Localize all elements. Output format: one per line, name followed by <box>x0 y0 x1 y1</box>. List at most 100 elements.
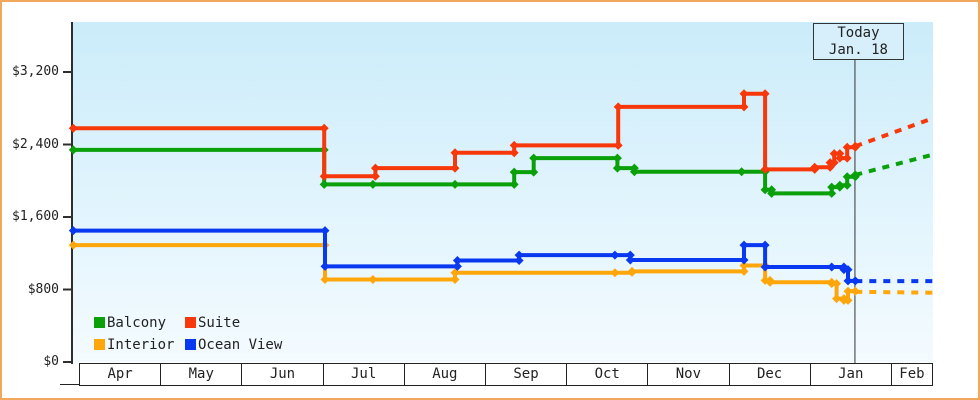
data-point-marker <box>827 279 837 289</box>
series-balcony <box>68 145 934 198</box>
y-axis-label: $3,200 <box>12 64 59 79</box>
data-point-marker <box>827 262 837 272</box>
data-point-marker <box>827 188 837 198</box>
data-point-marker <box>450 163 460 173</box>
legend: Balcony Suite Interior Ocean View <box>94 314 282 355</box>
price-line-suite <box>73 91 858 179</box>
data-point-marker <box>760 262 770 272</box>
data-point-marker <box>843 265 853 275</box>
data-point-marker <box>610 268 620 278</box>
data-point-marker <box>627 266 637 276</box>
data-point-marker <box>629 167 639 177</box>
month-cell-jul: Jul <box>324 364 405 385</box>
legend-swatch-interior <box>94 339 105 350</box>
month-cell-jun: Jun <box>242 364 324 385</box>
series-suite <box>68 89 934 181</box>
data-point-marker <box>370 163 380 173</box>
series-ocean-view <box>68 226 934 286</box>
data-point-marker <box>843 295 853 305</box>
data-point-marker <box>529 167 539 177</box>
month-cell-aug: Aug <box>405 364 486 385</box>
today-marker-label: Today Jan. 18 <box>812 23 904 60</box>
data-point-marker <box>68 145 78 155</box>
data-point-marker <box>613 102 623 112</box>
data-point-marker <box>612 163 622 173</box>
data-point-marker <box>827 182 837 192</box>
data-point-marker <box>319 171 329 181</box>
month-cell-sep: Sep <box>486 364 568 385</box>
month-cell-may: May <box>161 364 243 385</box>
data-point-marker <box>737 167 747 177</box>
data-point-marker <box>509 148 519 158</box>
data-point-marker <box>760 89 770 99</box>
data-point-marker <box>842 153 852 163</box>
month-cell-oct: Oct <box>567 364 649 385</box>
data-point-marker <box>610 250 620 260</box>
data-point-marker <box>850 141 860 151</box>
data-point-marker <box>835 180 845 190</box>
legend-item-suite: Suite <box>185 314 282 333</box>
data-point-marker <box>842 142 852 152</box>
data-point-marker <box>842 172 852 182</box>
data-point-marker <box>829 149 839 159</box>
month-cell-jan: Jan <box>811 364 892 385</box>
data-point-marker <box>850 170 860 180</box>
legend-swatch-balcony <box>94 317 105 328</box>
y-axis-labels: $0 $800 $1,600 $2,400 $3,200 <box>2 2 72 398</box>
data-point-marker <box>450 148 460 158</box>
forecast-line-interior <box>855 289 934 295</box>
data-point-marker <box>760 185 770 195</box>
data-point-marker <box>320 275 330 284</box>
y-axis-label: $1,600 <box>12 209 59 224</box>
today-date: Jan. 18 <box>828 42 888 58</box>
legend-item-interior: Interior <box>94 336 185 355</box>
data-point-marker <box>613 140 623 150</box>
data-point-marker <box>739 266 749 276</box>
data-point-marker <box>319 123 329 133</box>
data-point-marker <box>850 286 860 296</box>
data-point-marker <box>829 158 839 168</box>
y-axis-label: $0 <box>43 354 59 369</box>
data-point-marker <box>832 279 842 289</box>
forecast-line-balcony <box>854 152 934 177</box>
y-axis-label: $800 <box>27 281 59 297</box>
data-point-marker <box>320 226 330 236</box>
data-point-marker <box>450 179 460 189</box>
legend-item-ocean-view: Ocean View <box>185 336 282 355</box>
data-point-marker <box>835 153 845 163</box>
data-point-marker <box>739 89 749 99</box>
data-point-marker <box>739 261 749 270</box>
data-point-marker <box>509 167 519 177</box>
data-point-marker <box>765 277 775 287</box>
data-point-marker <box>529 153 539 163</box>
data-point-marker <box>767 188 777 198</box>
y-axis-label: $2,400 <box>12 136 59 152</box>
data-point-marker <box>68 240 78 250</box>
data-point-marker <box>514 250 524 260</box>
data-point-marker <box>832 294 842 304</box>
month-cell-dec: Dec <box>730 364 811 385</box>
month-cell-apr: Apr <box>80 364 162 385</box>
data-point-marker <box>370 171 380 181</box>
data-point-marker <box>320 261 330 271</box>
data-point-marker <box>739 255 749 265</box>
data-point-marker <box>739 102 749 112</box>
data-point-marker <box>612 153 622 163</box>
x-axis-month-row: Apr May Jun Jul Aug Sep Oct Nov Dec Jan Feb <box>79 363 933 386</box>
month-cell-nov: Nov <box>648 364 730 385</box>
data-point-marker <box>760 240 770 250</box>
legend-swatch-suite <box>185 317 196 328</box>
data-point-marker <box>625 250 635 260</box>
data-point-marker <box>319 179 329 189</box>
today-label: Today <box>837 25 880 41</box>
legend-label: Balcony <box>107 315 167 331</box>
legend-label: Suite <box>198 315 241 331</box>
legend-swatch-ocean-view <box>185 339 196 350</box>
data-point-marker <box>509 140 519 150</box>
data-point-marker <box>368 275 378 284</box>
data-point-marker <box>843 276 853 286</box>
data-point-marker <box>514 256 524 265</box>
data-point-marker <box>850 276 860 286</box>
